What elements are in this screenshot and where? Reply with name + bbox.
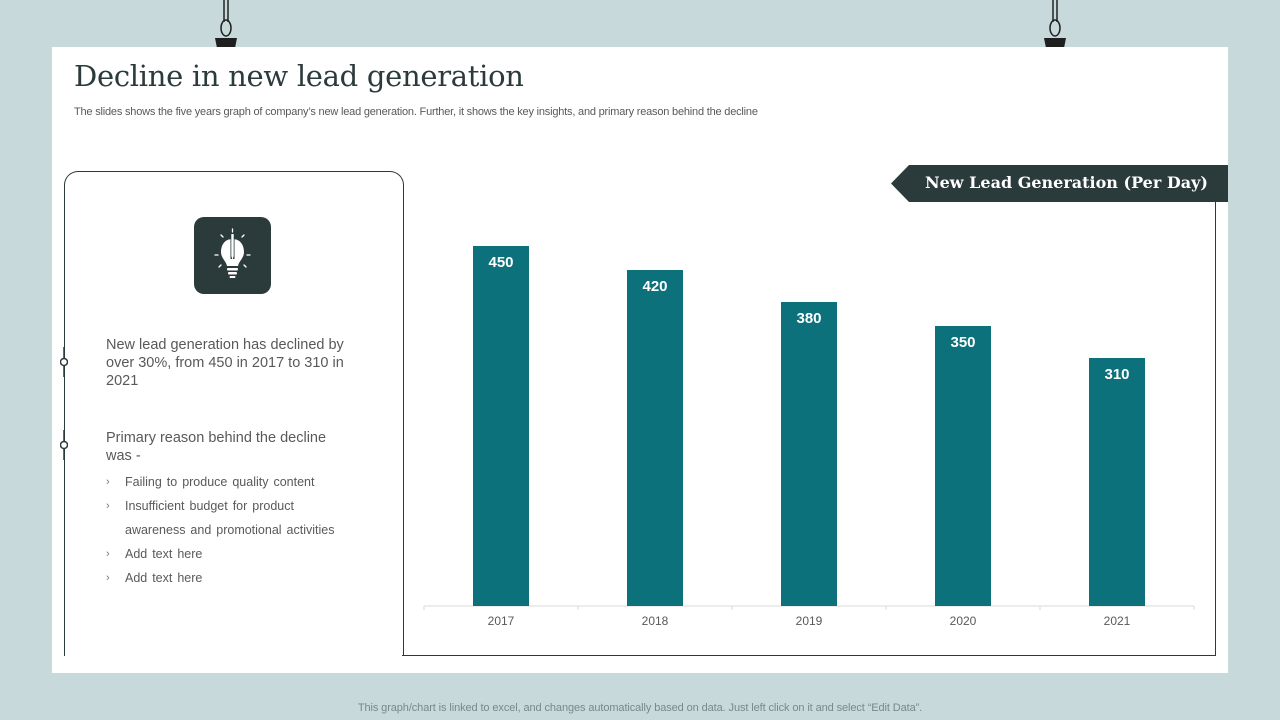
x-tick-label: 2018 [642, 614, 669, 628]
decline-insight-text: New lead generation has declined by over… [106, 337, 344, 389]
data-label: 310 [1104, 366, 1129, 383]
chevron-right-icon: › [106, 476, 110, 488]
list-item: › Add text here [106, 542, 345, 566]
bar-2018[interactable] [627, 270, 683, 606]
bar-2020[interactable] [935, 326, 991, 606]
x-tick-label: 2019 [796, 614, 823, 628]
chart-frame [402, 171, 1216, 656]
list-item: › Failing to produce quality content [106, 470, 345, 494]
reason-text: Add text here [125, 571, 203, 585]
lightbulb-pencil-icon [194, 217, 271, 294]
chart-title-banner: New Lead Generation (Per Day) [891, 165, 1228, 202]
slider-handle-icon [60, 430, 68, 460]
slider-handle-icon [60, 347, 68, 377]
bar-chart[interactable]: 450 2017 420 2018 380 2019 350 2020 310 2021 [52, 47, 1228, 673]
footer-note: This graph/chart is linked to excel, and… [357, 702, 923, 714]
chevron-right-icon: › [106, 500, 110, 512]
list-item: › Add text here [106, 566, 345, 590]
data-label: 350 [950, 334, 975, 351]
chart-title: New Lead Generation (Per Day) [925, 173, 1208, 192]
data-label: 380 [796, 310, 821, 327]
reason-heading: Primary reason behind the decline was - [106, 430, 327, 464]
data-label: 450 [488, 254, 513, 271]
reason-text: Add text here [125, 547, 203, 561]
list-item: › Insufficient budget for product awarene… [106, 494, 345, 542]
insights-panel: New lead generation has declined by over… [60, 171, 404, 656]
data-label: 420 [642, 278, 667, 295]
bar-2021[interactable] [1089, 358, 1145, 606]
bar-2019[interactable] [781, 302, 837, 606]
x-tick-label: 2020 [950, 614, 977, 628]
bar-2017[interactable] [473, 246, 529, 606]
x-tick-label: 2017 [488, 614, 515, 628]
page-subtitle: The slides shows the five years graph of… [74, 106, 758, 118]
reason-text: Insufficient budget for product awarenes… [125, 499, 335, 537]
page-title: Decline in new lead generation [74, 59, 524, 93]
chevron-right-icon: › [106, 548, 110, 560]
chevron-right-icon: › [106, 572, 110, 584]
x-tick-label: 2021 [1104, 614, 1131, 628]
slide-card: Decline in new lead generation The slide… [52, 47, 1228, 673]
reason-text: Failing to produce quality content [125, 475, 315, 489]
reason-list: › Failing to produce quality content › Ins… [106, 470, 345, 590]
